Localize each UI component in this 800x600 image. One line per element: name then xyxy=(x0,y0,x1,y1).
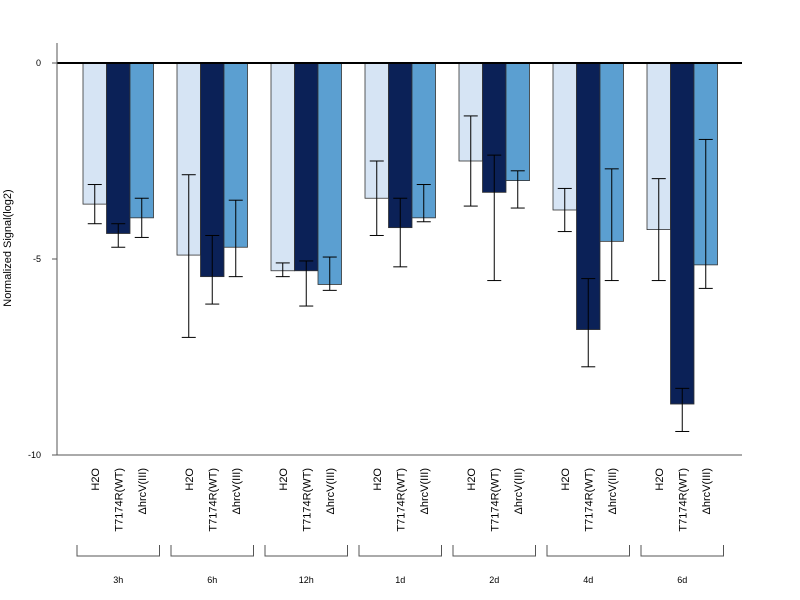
category-label: T7174R(WT) xyxy=(207,468,219,532)
category-label: H2O xyxy=(654,468,666,491)
group-label: 3h xyxy=(113,575,123,585)
category-label: H2O xyxy=(184,468,196,491)
category-label: ΔhrcV(III) xyxy=(325,468,337,514)
bar-group-12h xyxy=(270,62,342,307)
bar-group-4d xyxy=(552,62,624,368)
group-bracket xyxy=(264,545,348,557)
category-label: T7174R(WT) xyxy=(489,468,501,532)
category-label: H2O xyxy=(560,468,572,491)
bar-group-2d xyxy=(458,62,530,282)
bar-group-6d xyxy=(646,62,718,432)
category-label: H2O xyxy=(466,468,478,491)
category-label: T7174R(WT) xyxy=(677,468,689,532)
category-label: ΔhrcV(III) xyxy=(137,468,149,514)
category-label: T7174R(WT) xyxy=(113,468,125,532)
y-tick-label: -10 xyxy=(28,450,41,460)
bar xyxy=(270,62,295,272)
bar xyxy=(129,62,154,219)
group-bracket xyxy=(170,545,254,557)
group-bracket xyxy=(452,545,536,557)
bar xyxy=(670,62,695,405)
category-label: H2O xyxy=(372,468,384,491)
category-label: ΔhrcV(III) xyxy=(607,468,619,514)
category-label: T7174R(WT) xyxy=(583,468,595,532)
category-label: ΔhrcV(III) xyxy=(419,468,431,514)
category-label: T7174R(WT) xyxy=(301,468,313,532)
y-axis-title: Normalized Signal(log2) xyxy=(2,189,14,306)
category-label: T7174R(WT) xyxy=(395,468,407,532)
bar-group-3h xyxy=(82,62,154,248)
group-bracket xyxy=(640,545,724,557)
group-label: 6d xyxy=(677,575,687,585)
y-tick-label: 0 xyxy=(36,58,41,68)
category-label: H2O xyxy=(278,468,290,491)
y-tick-label: -5 xyxy=(33,254,41,264)
group-label: 2d xyxy=(489,575,499,585)
category-label: ΔhrcV(III) xyxy=(231,468,243,514)
group-bracket xyxy=(76,545,160,557)
bar-group-6h xyxy=(176,62,248,338)
group-bracket xyxy=(546,545,630,557)
bar xyxy=(106,62,131,234)
group-label: 6h xyxy=(207,575,217,585)
category-label: ΔhrcV(III) xyxy=(701,468,713,514)
category-label: ΔhrcV(III) xyxy=(513,468,525,514)
bar-group-1d xyxy=(364,62,436,268)
group-bracket xyxy=(358,545,442,557)
bar xyxy=(505,62,530,181)
group-label: 4d xyxy=(583,575,593,585)
group-label: 12h xyxy=(299,575,314,585)
bar xyxy=(317,62,342,285)
category-label: H2O xyxy=(90,468,102,491)
bar xyxy=(82,62,107,205)
bar xyxy=(294,62,319,272)
group-label: 1d xyxy=(395,575,405,585)
